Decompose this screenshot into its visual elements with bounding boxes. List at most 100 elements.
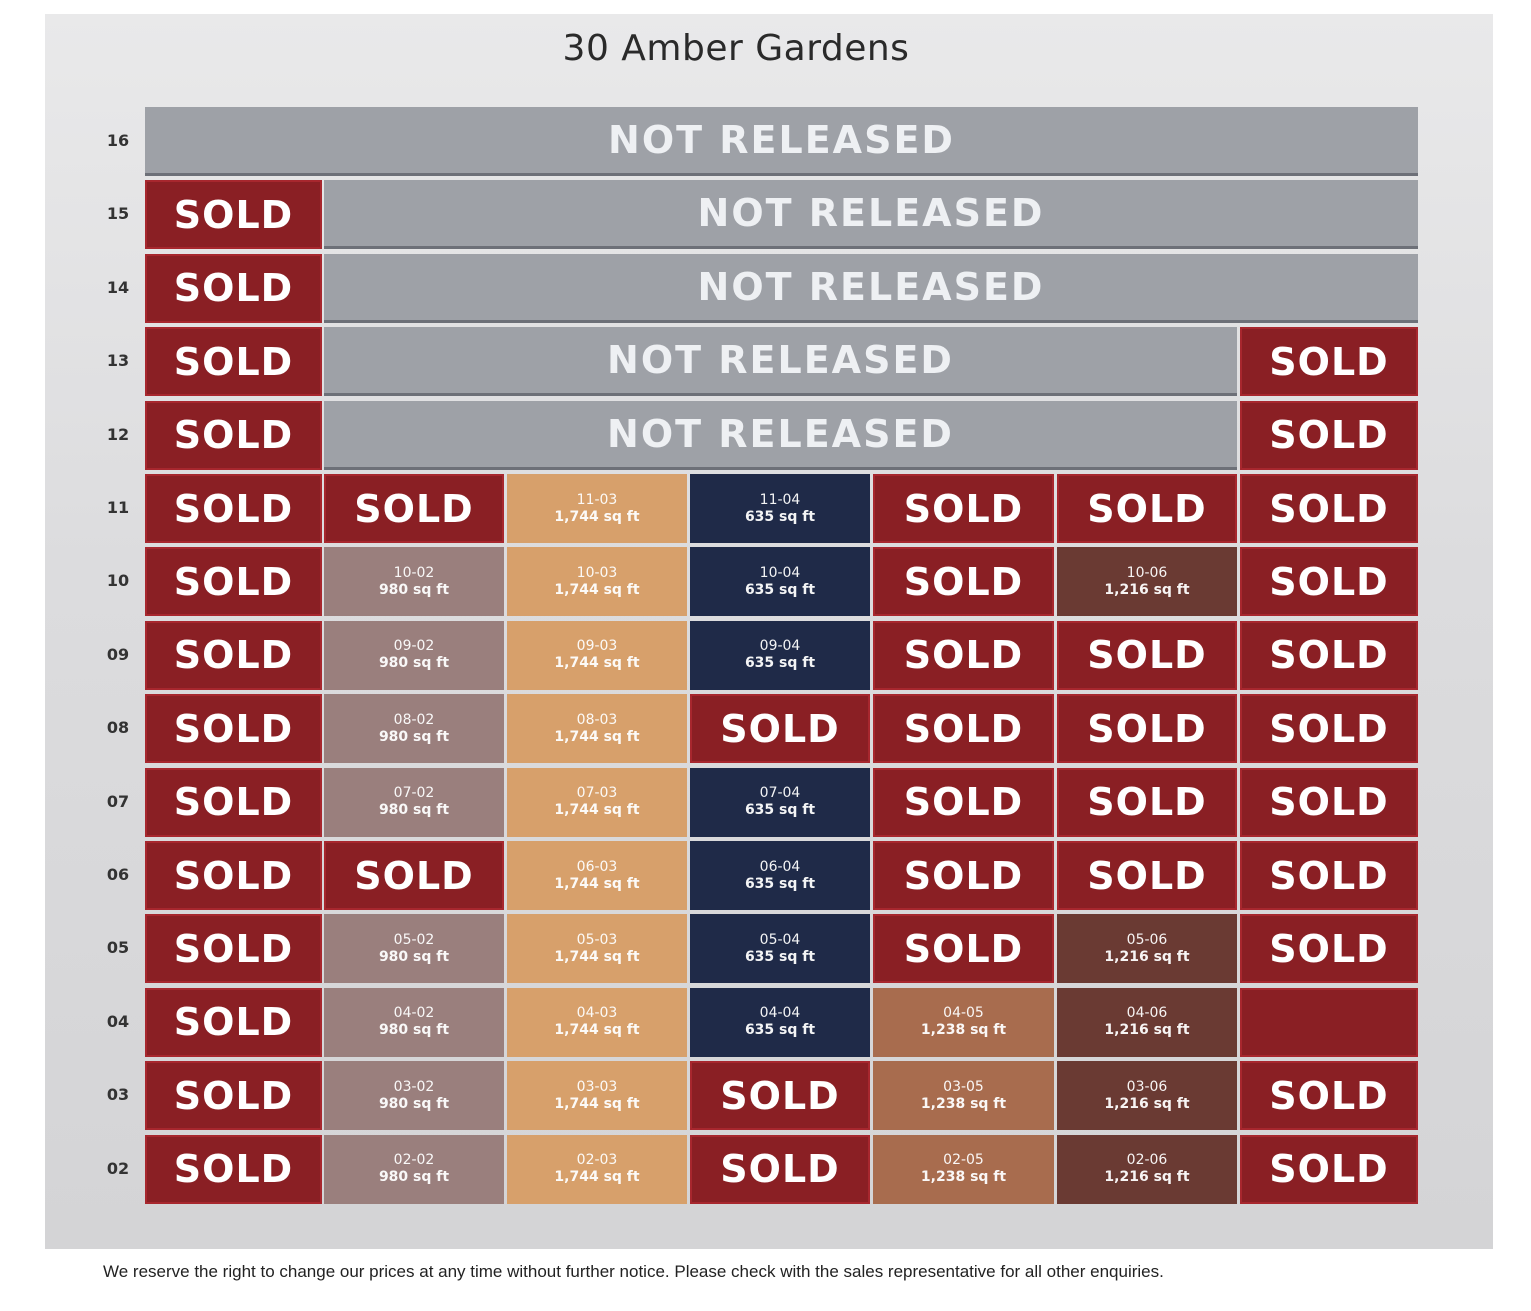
unit-cell-sold[interactable]: SOLD [145, 547, 322, 617]
unit-cell-sold[interactable]: SOLD [873, 767, 1054, 837]
unit-cell-sold[interactable]: SOLD [1057, 620, 1237, 690]
unit-cell-sold[interactable]: SOLD [1240, 767, 1418, 837]
unit-cell-available[interactable]: 10-02 980 sq ft [324, 547, 504, 617]
unit-cell-available[interactable]: 11-04 635 sq ft [690, 474, 870, 543]
floor-label: 16 [106, 131, 130, 150]
unit-cell-available[interactable]: 02-06 1,216 sq ft [1057, 1134, 1237, 1204]
unit-cell-sold[interactable]: SOLD [1240, 474, 1418, 543]
unit-area: 1,744 sq ft [554, 802, 640, 819]
unit-cell-available[interactable]: 02-05 1,238 sq ft [873, 1134, 1054, 1204]
unit-cell-sold[interactable]: SOLD [145, 327, 322, 397]
sold-label: SOLD [903, 633, 1024, 678]
unit-cell-available[interactable]: 08-03 1,744 sq ft [507, 694, 687, 764]
unit-cell-sold[interactable]: SOLD [1240, 914, 1418, 984]
unit-cell-available[interactable]: 11-03 1,744 sq ft [507, 474, 687, 543]
unit-area: 980 sq ft [378, 802, 450, 819]
sold-label: SOLD [720, 706, 840, 751]
unit-cell-sold[interactable]: SOLD [1240, 547, 1418, 617]
unit-cell-sold[interactable]: SOLD [145, 694, 322, 764]
unit-cell-available[interactable]: 04-03 1,744 sq ft [507, 987, 687, 1057]
unit-cell-sold[interactable]: SOLD [873, 474, 1054, 543]
unit-cell-available[interactable]: 04-05 1,238 sq ft [873, 987, 1054, 1057]
unit-cell-sold[interactable]: SOLD [1240, 841, 1418, 910]
unit-cell-available[interactable]: 05-03 1,744 sq ft [507, 914, 687, 984]
unit-number: 03-06 [1126, 1078, 1168, 1095]
unit-cell-available[interactable]: 10-06 1,216 sq ft [1057, 547, 1237, 617]
unit-number: 07-04 [759, 785, 801, 802]
unit-cell-available[interactable]: 03-05 1,238 sq ft [873, 1061, 1054, 1131]
unit-cell-sold[interactable]: SOLD [145, 180, 322, 250]
unit-cell-available[interactable]: 10-04 635 sq ft [690, 547, 870, 617]
unit-cell-sold[interactable]: SOLD [1240, 1061, 1418, 1131]
unit-cell-sold[interactable]: SOLD [873, 694, 1054, 764]
unit-cell-sold[interactable]: SOLD [145, 400, 322, 470]
unit-cell-available[interactable]: 07-03 1,744 sq ft [507, 767, 687, 837]
sold-label: SOLD [720, 1147, 840, 1192]
unit-cell-available[interactable]: 05-06 1,216 sq ft [1057, 914, 1237, 984]
sold-label: SOLD [1269, 706, 1389, 751]
unit-cell-sold[interactable]: SOLD [145, 1061, 322, 1131]
unit-cell-sold[interactable]: SOLD [1057, 767, 1237, 837]
unit-cell-sold[interactable]: SOLD [1240, 620, 1418, 690]
unit-cell-sold[interactable]: SOLD [690, 1134, 870, 1204]
unit-cell-available[interactable]: 03-02 980 sq ft [324, 1061, 504, 1131]
unit-cell-available[interactable]: 07-04 635 sq ft [690, 767, 870, 837]
unit-cell-available[interactable]: 09-03 1,744 sq ft [507, 620, 687, 690]
unit-cell-sold[interactable]: SOLD [145, 620, 322, 690]
unit-cell-available[interactable]: 02-03 1,744 sq ft [507, 1134, 687, 1204]
unit-cell-sold[interactable]: SOLD [145, 841, 322, 910]
unit-cell-sold[interactable]: SOLD [145, 914, 322, 984]
unit-cell-available[interactable]: 03-03 1,744 sq ft [507, 1061, 687, 1131]
unit-cell-sold[interactable]: SOLD [873, 914, 1054, 984]
unit-cell-sold[interactable]: SOLD [1240, 327, 1418, 397]
unit-cell-sold[interactable]: SOLD [1057, 474, 1237, 543]
unit-cell-sold[interactable]: SOLD [145, 987, 322, 1057]
unit-number: 08-03 [576, 711, 618, 728]
unit-cell-sold[interactable]: SOLD [1057, 694, 1237, 764]
unit-cell-available[interactable]: 02-02 980 sq ft [324, 1134, 504, 1204]
sold-label: SOLD [1087, 780, 1207, 825]
unit-cell-sold[interactable] [1240, 987, 1418, 1057]
unit-cell-sold[interactable]: SOLD [324, 474, 504, 543]
unit-cell-available[interactable]: 04-02 980 sq ft [324, 987, 504, 1057]
unit-cell-available[interactable]: 05-04 635 sq ft [690, 914, 870, 984]
unit-area: 1,744 sq ft [554, 581, 640, 598]
floor-label: 14 [106, 277, 130, 297]
unit-cell-sold[interactable]: SOLD [145, 474, 322, 543]
unit-cell-available[interactable]: 09-04 635 sq ft [690, 620, 870, 690]
unit-cell-sold[interactable]: SOLD [1240, 400, 1418, 470]
unit-cell-available[interactable]: 09-02 980 sq ft [324, 620, 504, 690]
unit-cell-sold[interactable]: SOLD [145, 767, 322, 837]
unit-cell-available[interactable]: 08-02 980 sq ft [324, 694, 504, 764]
unit-cell-available[interactable]: 06-03 1,744 sq ft [507, 841, 687, 910]
unit-cell-sold[interactable]: SOLD [873, 620, 1054, 690]
unit-area: 980 sq ft [378, 1095, 450, 1112]
unit-cell-sold[interactable]: SOLD [324, 841, 504, 910]
unit-cell-sold[interactable]: SOLD [1057, 841, 1237, 910]
unit-number: 05-06 [1126, 931, 1168, 948]
unit-cell-sold[interactable]: SOLD [145, 1134, 322, 1204]
unit-cell-available[interactable]: 10-03 1,744 sq ft [507, 547, 687, 617]
unit-area: 980 sq ft [378, 655, 450, 672]
unit-area: 980 sq ft [378, 1022, 450, 1039]
unit-number: 09-02 [393, 638, 435, 655]
unit-area: 980 sq ft [378, 1169, 450, 1186]
unit-cell-sold[interactable]: SOLD [1240, 1134, 1418, 1204]
unit-cell-available[interactable]: 03-06 1,216 sq ft [1057, 1061, 1237, 1131]
unit-cell-available[interactable]: 05-02 980 sq ft [324, 914, 504, 984]
unit-cell-available[interactable]: 04-06 1,216 sq ft [1057, 987, 1237, 1057]
unit-cell-sold[interactable]: SOLD [690, 694, 870, 764]
sold-label: SOLD [173, 266, 294, 311]
sold-label: SOLD [903, 706, 1024, 751]
unit-cell-available[interactable]: 07-02 980 sq ft [324, 767, 504, 837]
unit-cell-available[interactable]: 04-04 635 sq ft [690, 987, 870, 1057]
sold-label: SOLD [903, 486, 1024, 531]
unit-cell-sold[interactable]: SOLD [145, 253, 322, 323]
unit-cell-sold[interactable]: SOLD [873, 841, 1054, 910]
unit-area: 1,744 sq ft [554, 508, 640, 525]
unit-cell-sold[interactable]: SOLD [1240, 694, 1418, 764]
unit-cell-sold[interactable]: SOLD [873, 547, 1054, 617]
unit-cell-sold[interactable]: SOLD [690, 1061, 870, 1131]
unit-cell-available[interactable]: 06-04 635 sq ft [690, 841, 870, 910]
sold-label: SOLD [173, 413, 294, 458]
